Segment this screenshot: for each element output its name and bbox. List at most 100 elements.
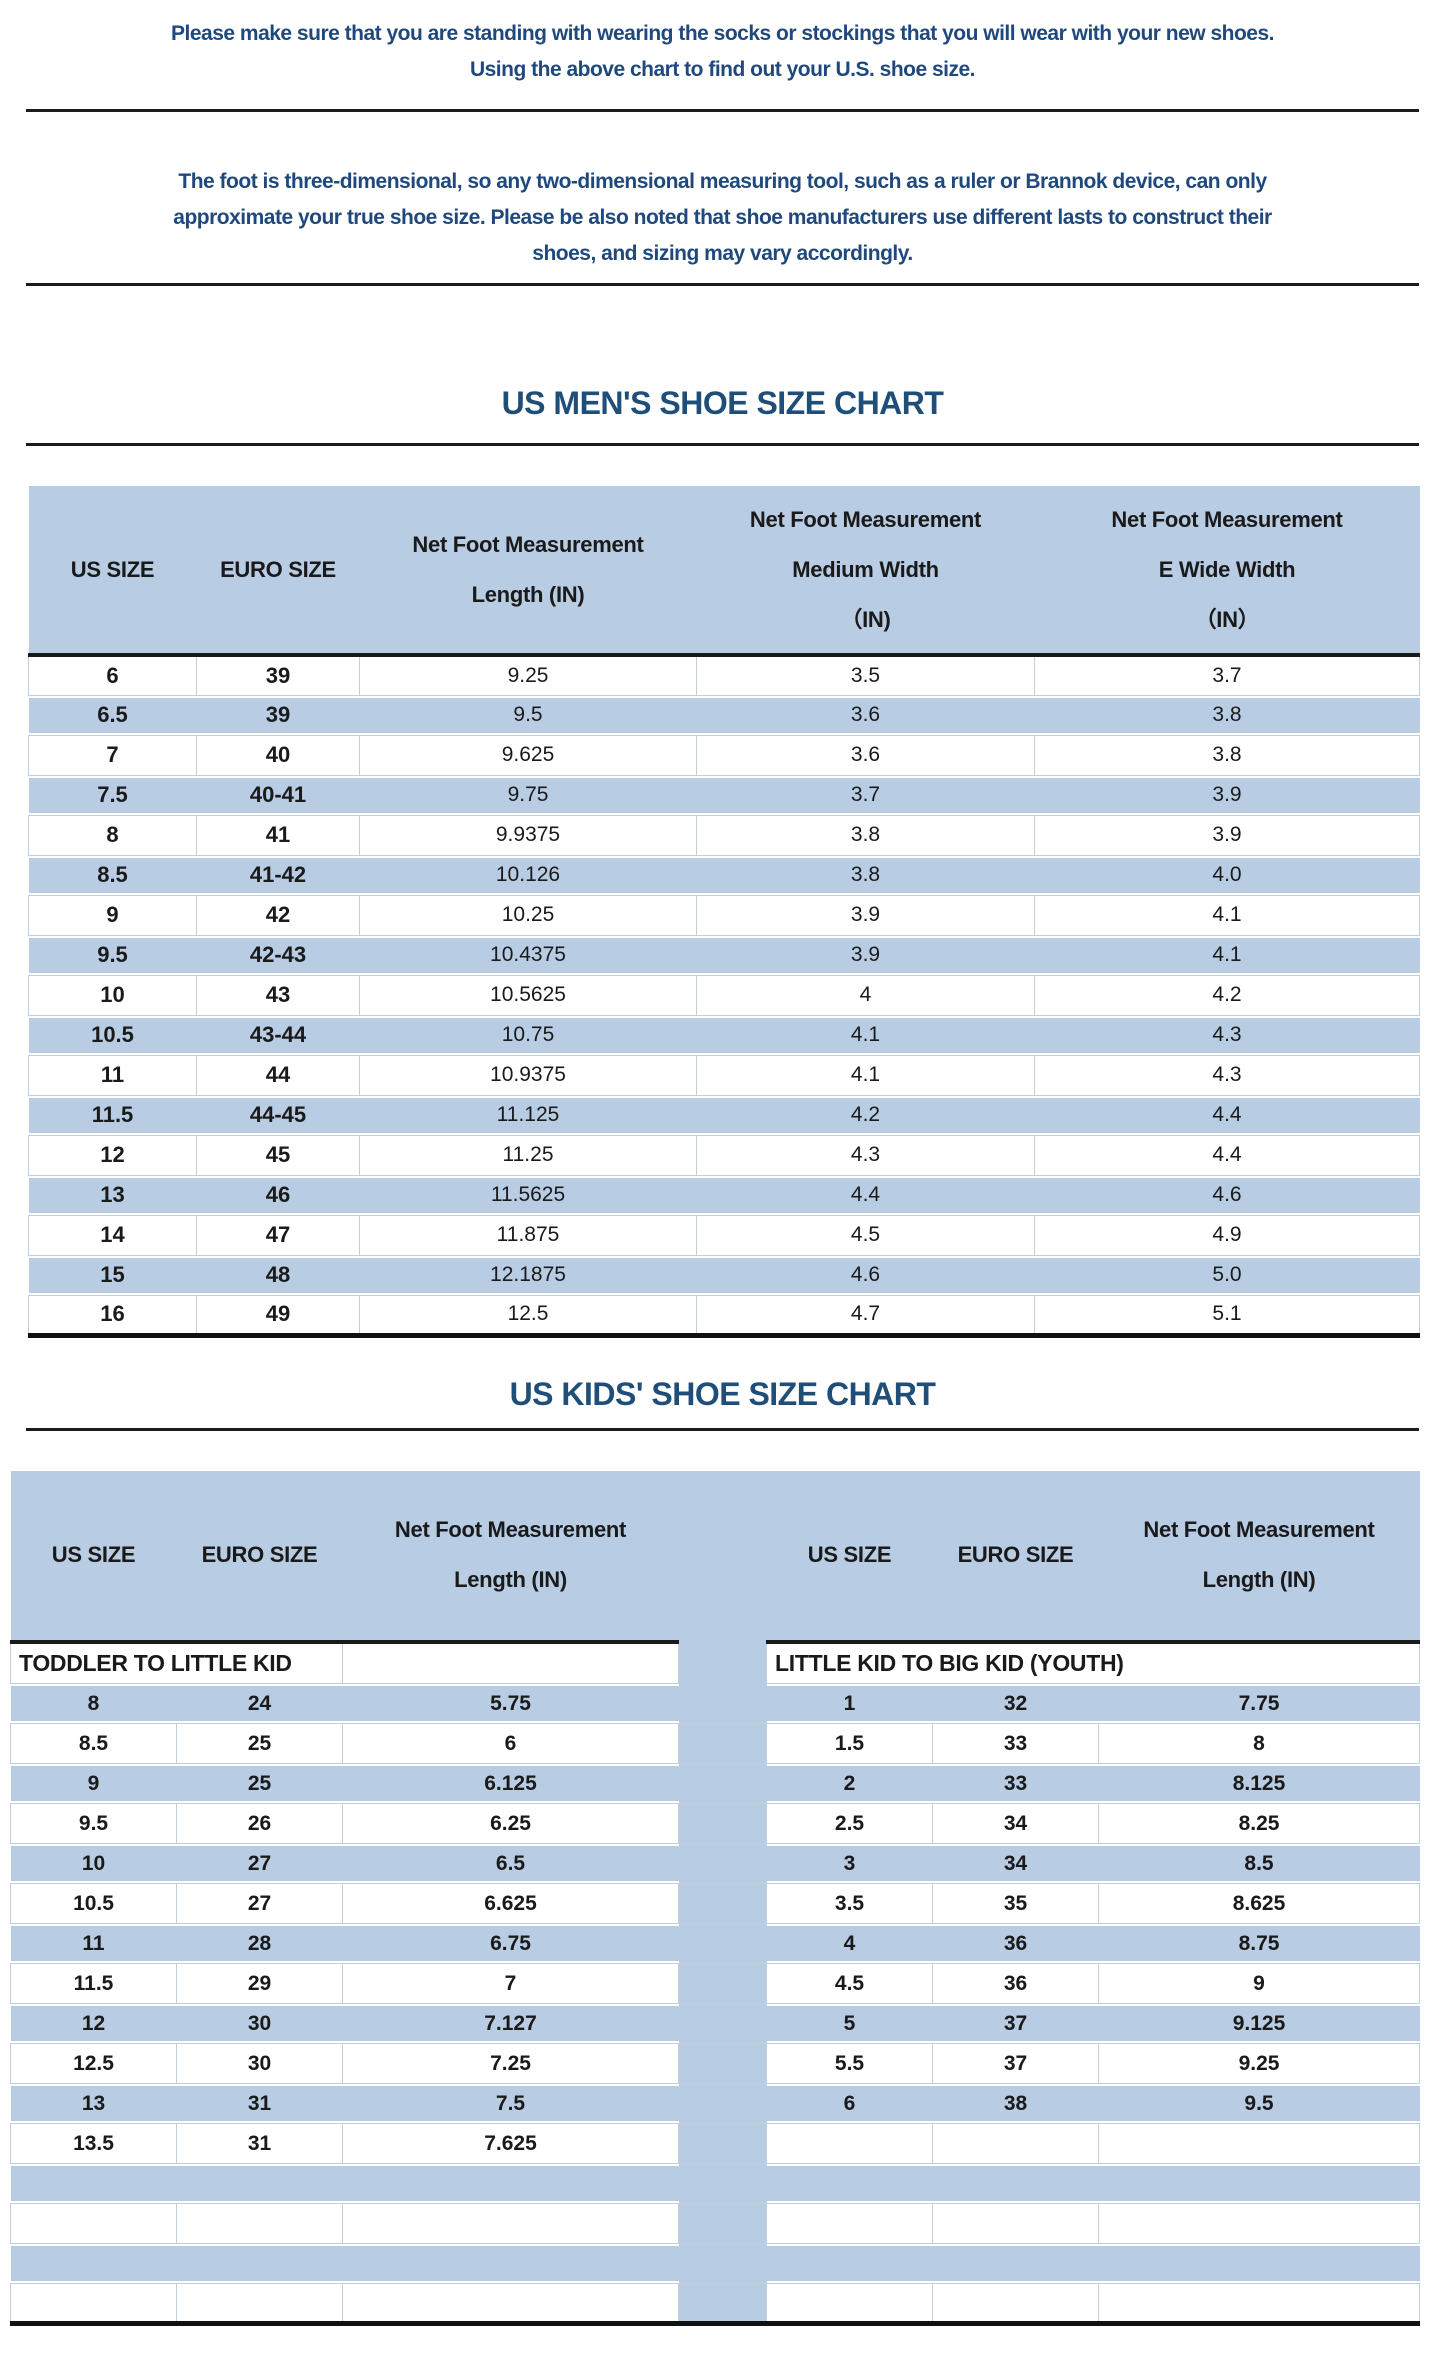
table-row: 6.5 39 9.5 3.6 3.8: [28, 695, 1420, 735]
table-row: 16 49 12.5 4.7 5.1: [28, 1294, 1420, 1336]
table-cell: 44-45: [197, 1095, 360, 1135]
table-row: 11.5 44-45 11.125 4.2 4.4: [28, 1095, 1420, 1135]
table-cell: 8.75: [1099, 1924, 1420, 1964]
table-cell: 3.6: [696, 734, 1035, 776]
table-cell: 9.9375: [359, 814, 697, 856]
table-cell: 9: [1098, 1963, 1420, 2004]
table-cell: 3.8: [1034, 734, 1420, 776]
table-row: 13.5 31 7.625: [10, 2123, 1420, 2164]
table-cell: 2: [767, 1764, 933, 1804]
intro-note: Please make sure that you are standing w…: [171, 22, 1274, 81]
table-cell: 10.25: [359, 894, 697, 936]
toddler-group-label: TODDLER TO LITTLE KID: [10, 1641, 343, 1684]
column-header-us-size: US SIZE: [10, 1470, 177, 1644]
table-cell: [678, 1963, 767, 2004]
table-cell: 10: [28, 974, 197, 1016]
table-cell: 6: [767, 2084, 933, 2124]
table-cell: [678, 1843, 767, 1884]
table-cell: 8.625: [1098, 1883, 1420, 1924]
table-cell: 10.5625: [359, 974, 697, 1016]
table-row: 12.5 30 7.25 5.5 37 9.25: [10, 2043, 1420, 2084]
table-cell: 49: [196, 1294, 360, 1336]
table-row: [10, 2203, 1420, 2244]
table-cell: [678, 2163, 767, 2204]
table-cell: 6: [342, 1723, 679, 1764]
table-cell: 39: [196, 654, 360, 696]
table-cell: 4.3: [696, 1134, 1035, 1176]
table-cell: 16: [28, 1294, 197, 1336]
table-cell: [176, 2203, 343, 2244]
table-cell: 9.5: [10, 1803, 177, 1844]
table-cell: 4.2: [697, 1095, 1035, 1135]
divider-rule: [26, 1427, 1419, 1431]
table-cell: [766, 2123, 933, 2164]
table-cell: [342, 1641, 679, 1684]
table-cell: 15: [29, 1255, 197, 1295]
table-cell: 4.7: [696, 1294, 1035, 1336]
table-cell: [678, 1883, 767, 1924]
youth-group-label: LITTLE KID TO BIG KID (YOUTH): [766, 1641, 1420, 1684]
table-cell: 3.5: [766, 1883, 933, 1924]
table-row: 10 43 10.5625 4 4.2: [28, 974, 1420, 1016]
table-cell: [933, 2164, 1099, 2204]
table-cell: 7.75: [1099, 1684, 1420, 1724]
table-cell: 3.5: [696, 654, 1035, 696]
table-cell: 11.5: [29, 1095, 197, 1135]
table-cell: 11.875: [359, 1214, 697, 1256]
table-cell: [1099, 2164, 1420, 2204]
column-header-length: Net Foot Measurement Length (IN): [1098, 1470, 1420, 1644]
column-header-euro-size: EURO SIZE: [196, 486, 360, 657]
table-cell: 8.25: [1098, 1803, 1420, 1844]
table-cell: 14: [28, 1214, 197, 1256]
table-cell: 4.4: [1034, 1134, 1420, 1176]
table-cell: [678, 2043, 767, 2084]
table-cell: 44: [196, 1054, 360, 1096]
table-cell: [177, 2164, 343, 2204]
table-cell: 7: [342, 1963, 679, 2004]
table-cell: [678, 2203, 767, 2244]
table-row: 8 41 9.9375 3.8 3.9: [28, 814, 1420, 856]
table-row: 8.5 41-42 10.126 3.8 4.0: [28, 855, 1420, 895]
table-cell: 3.7: [1034, 654, 1420, 696]
table-cell: 3.9: [696, 894, 1035, 936]
table-cell: 12.1875: [360, 1255, 697, 1295]
table-cell: 43-44: [197, 1015, 360, 1055]
table-cell: 34: [933, 1844, 1099, 1884]
table-cell: 25: [177, 1764, 343, 1804]
table-cell: 36: [932, 1963, 1099, 2004]
table-cell: [10, 2283, 177, 2324]
table-cell: 10.5: [29, 1015, 197, 1055]
table-row: 11.5 29 7 4.5 36 9: [10, 1963, 1420, 2004]
divider-rule: [26, 443, 1419, 446]
table-cell: 40: [196, 734, 360, 776]
table-cell: [678, 1683, 767, 1724]
table-cell: 42: [196, 894, 360, 936]
table-cell: 10.5: [10, 1883, 177, 1924]
table-cell: 3.6: [697, 695, 1035, 735]
column-header-us-size: US SIZE: [766, 1470, 933, 1644]
table-cell: 4.1: [1035, 935, 1420, 975]
table-row: [10, 2243, 1420, 2284]
table-cell: 31: [177, 2084, 343, 2124]
table-cell: 30: [177, 2004, 343, 2044]
table-cell: 33: [932, 1723, 1099, 1764]
group-label-row: TODDLER TO LITTLE KID LITTLE KID TO BIG …: [10, 1641, 1420, 1684]
table-row: [10, 2283, 1420, 2324]
table-cell: 3.8: [1035, 695, 1420, 735]
table-cell: 6.125: [343, 1764, 679, 1804]
table-cell: 3.9: [1035, 775, 1420, 815]
table-cell: [1098, 2283, 1420, 2324]
table-cell: 4.5: [766, 1963, 933, 2004]
table-row: 12 30 7.127 5 37 9.125: [10, 2003, 1420, 2044]
table-row: 8.5 25 6 1.5 33 8: [10, 1723, 1420, 1764]
table-row: 9.5 42-43 10.4375 3.9 4.1: [28, 935, 1420, 975]
table-cell: [767, 2244, 933, 2284]
table-row: 9 42 10.25 3.9 4.1: [28, 894, 1420, 936]
table-cell: [678, 1723, 767, 1764]
table-cell: 9.25: [359, 654, 697, 696]
column-header-euro-size: EURO SIZE: [176, 1470, 343, 1644]
table-row: 13 31 7.5 6 38 9.5: [10, 2083, 1420, 2124]
table-row: 10.5 27 6.625 3.5 35 8.625: [10, 1883, 1420, 1924]
table-cell: 5.1: [1034, 1294, 1420, 1336]
table-cell: 9: [28, 894, 197, 936]
